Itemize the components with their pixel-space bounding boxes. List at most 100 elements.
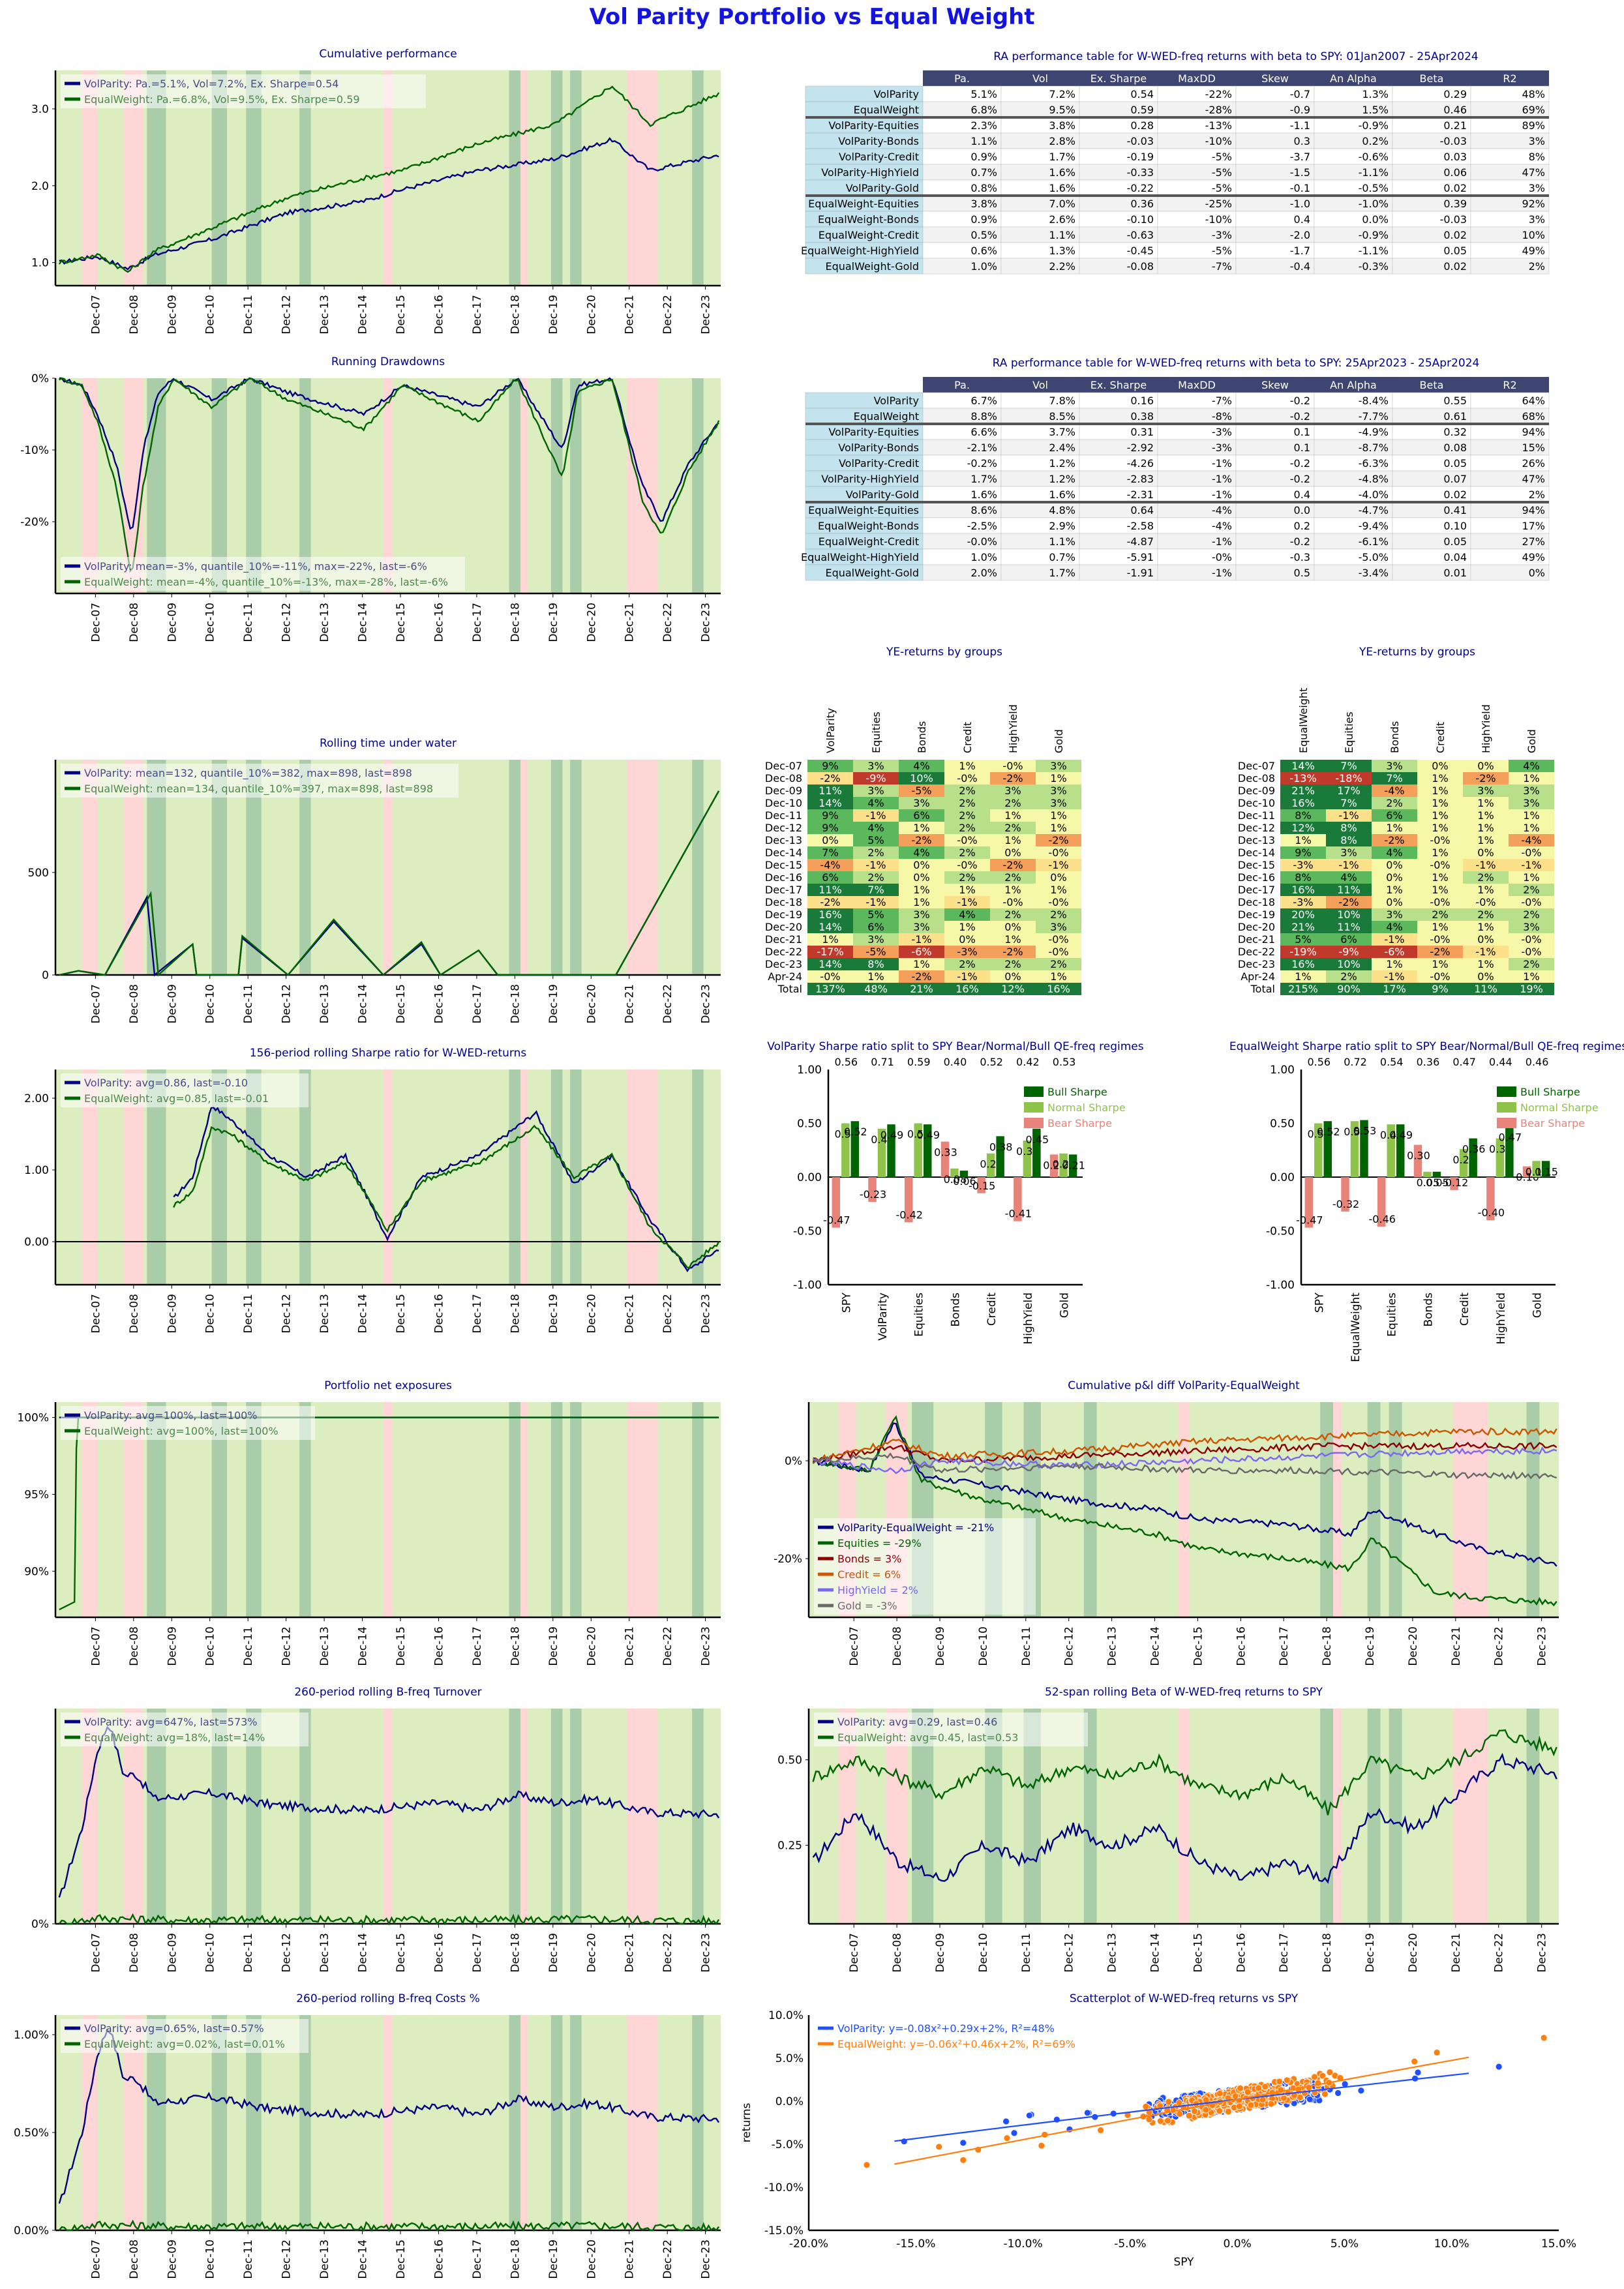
- x-tick-label: Dec-12: [280, 1294, 293, 1334]
- table-row-label: VolParity-Credit: [839, 151, 919, 163]
- table-cell: -4.0%: [1359, 488, 1389, 501]
- x-tick-label: Dec-09: [934, 1933, 947, 1973]
- x-tick-label: Dec-13: [318, 1626, 331, 1666]
- table-cell: -1.0%: [1359, 198, 1389, 210]
- table-cell: 1.6%: [970, 488, 997, 501]
- table-cell-bg: [1509, 834, 1554, 846]
- table-header-cell: An Alpha: [1330, 72, 1377, 85]
- series-line-equalweight: [59, 790, 720, 977]
- scatter-point-equalweight: [1224, 2108, 1232, 2116]
- table-cell: -0.3%: [1359, 260, 1389, 273]
- regime-band-bear: [82, 1709, 98, 1924]
- table-cell-bg: [853, 785, 899, 797]
- table-cell: 1%: [1386, 884, 1402, 896]
- table-cell: 8.5%: [1049, 410, 1075, 423]
- bar-normal-sharpe: [877, 1128, 886, 1177]
- table-cell: 4%: [1386, 846, 1402, 859]
- chart-title: Rolling time under water: [320, 737, 457, 750]
- legend-box: [814, 1518, 1036, 1615]
- table-cell: -5%: [865, 946, 886, 958]
- table-cell: 0.29: [1443, 88, 1467, 100]
- table-cell-bg: [1372, 760, 1417, 772]
- x-tick-label: Dec-20: [1407, 1933, 1420, 1973]
- table-cell-bg: [1417, 859, 1463, 871]
- regime-band-bull: [570, 70, 582, 286]
- table-row-label-bg: [805, 85, 924, 102]
- table-cell: 0.38: [1130, 410, 1154, 423]
- table-cell: -0.6%: [1359, 151, 1389, 163]
- table-cell-bg: [1036, 921, 1081, 933]
- table-row-label: Dec-12: [765, 822, 802, 834]
- table-cell-bg: [807, 921, 853, 933]
- chart-title: 52-span rolling Beta of W-WED-freq retur…: [1045, 1686, 1323, 1699]
- bar-value-label: -0.47: [1296, 1214, 1323, 1227]
- series-line-volparity: [59, 377, 719, 530]
- table-cell-bg: [944, 772, 990, 785]
- table-cell-bg: [944, 785, 990, 797]
- x-tick-label: Dec-21: [624, 295, 637, 335]
- regime-band-bull: [509, 1070, 521, 1285]
- table-cell-bg: [899, 896, 944, 908]
- table-row-label: Apr-24: [768, 970, 802, 983]
- table-cell: 5.1%: [970, 88, 997, 100]
- x-tick-label: Dec-07: [89, 2239, 102, 2279]
- x-tick-label: Dec-14: [357, 2239, 370, 2279]
- regime-band-bear: [82, 378, 98, 593]
- chart-regime_vp: VolParity Sharpe ratio split to SPY Bear…: [767, 1040, 1143, 1345]
- table-cell-bg: [1470, 408, 1550, 425]
- table-cell: 2%: [1523, 958, 1539, 970]
- table-cell: -3%: [1212, 426, 1232, 438]
- table-cell: 1%: [1050, 884, 1066, 896]
- table-cell: 1%: [1432, 809, 1448, 822]
- table-cell: 11%: [1337, 921, 1361, 933]
- table-cell: -1%: [865, 859, 886, 871]
- table-cell-bg: [1463, 884, 1509, 896]
- table-cell-bg: [1470, 392, 1550, 409]
- table-cell-bg: [1470, 533, 1550, 550]
- table-cell: -0.7: [1290, 88, 1310, 100]
- chart-title: 156-period rolling Sharpe ratio for W-WE…: [250, 1047, 527, 1060]
- table-cell-bg: [1000, 517, 1080, 534]
- table-row-label-bg: [805, 148, 924, 165]
- x-tick-label: Dec-14: [357, 984, 370, 1024]
- table-row-label: EqualWeight-Gold: [825, 567, 919, 579]
- table-cell-bg: [807, 871, 853, 884]
- table-row-label: Dec-14: [1238, 846, 1275, 859]
- table-cell: -19%: [1289, 946, 1316, 958]
- table-row-label: EqualWeight-Gold: [825, 260, 919, 273]
- table-cell-bg: [1280, 772, 1326, 785]
- table-cell-bg: [1280, 921, 1326, 933]
- table-cell: -7%: [1212, 260, 1232, 273]
- table-cell: 4%: [913, 760, 929, 772]
- x-tick-label: Dec-11: [242, 295, 255, 335]
- table-cell-bg: [1000, 85, 1080, 102]
- table-cell: -0.2: [1290, 395, 1310, 407]
- table-cell: 1.5%: [1362, 104, 1389, 116]
- bar-bull-sharpe: [959, 1171, 969, 1177]
- scatter-point-equalweight: [1261, 2083, 1269, 2091]
- table-cell-bg: [944, 896, 990, 908]
- table-cell-bg: [1470, 195, 1550, 212]
- x-tick-label: Dec-16: [432, 1933, 445, 1973]
- table-row-label: Dec-15: [765, 859, 802, 871]
- table-cell: 0%: [1386, 859, 1402, 871]
- x-tick-label: -15.0%: [896, 2237, 935, 2251]
- table-header-cell: EqualWeight: [1297, 688, 1310, 753]
- table-cell-bg: [1036, 884, 1081, 896]
- table-cell: 1.7%: [1049, 151, 1075, 163]
- table-cell: 9%: [822, 822, 838, 834]
- table-cell-bg: [1314, 101, 1393, 118]
- table-cell: 1%: [1386, 958, 1402, 970]
- table-cell: 1.7%: [1049, 567, 1075, 579]
- scatter-point-equalweight: [1003, 2134, 1011, 2142]
- table-cell-bg: [899, 822, 944, 834]
- table-cell: -0.19: [1127, 151, 1154, 163]
- table-cell-bg: [1280, 785, 1326, 797]
- bar-bear-sharpe: [1341, 1177, 1349, 1212]
- table-cell: -4.7%: [1359, 504, 1389, 516]
- table-cell: 47%: [1522, 166, 1545, 179]
- table-cell-bg: [1079, 101, 1158, 118]
- bar-value-label: -0.32: [1332, 1198, 1359, 1210]
- table-cell-bg: [944, 871, 990, 884]
